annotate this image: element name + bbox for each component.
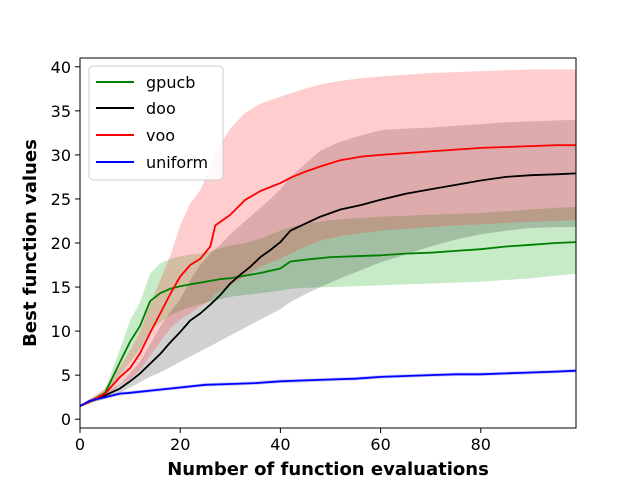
y-tick-label: 30 xyxy=(51,146,71,165)
x-tick-label: 60 xyxy=(370,435,390,454)
legend-label-voo: voo xyxy=(146,126,175,145)
y-axis-ticks: 0 5 10 15 20 25 30 35 40 xyxy=(51,58,80,429)
legend: gpucb doo voo uniform xyxy=(88,65,224,181)
line-uniform xyxy=(79,369,577,407)
line-doo xyxy=(79,172,577,407)
legend-label-uniform: uniform xyxy=(146,153,208,172)
y-tick-label: 40 xyxy=(51,58,71,77)
x-axis-ticks: 0 20 40 60 80 xyxy=(75,428,491,454)
x-tick-label: 0 xyxy=(75,435,85,454)
y-axis-label: Best function values xyxy=(20,139,41,347)
x-tick-label: 80 xyxy=(471,435,491,454)
legend-label-gpucb: gpucb xyxy=(146,73,195,92)
y-tick-label: 20 xyxy=(51,234,71,253)
series-lines xyxy=(79,144,577,407)
y-tick-label: 15 xyxy=(51,278,71,297)
legend-box xyxy=(88,65,224,181)
band-voo xyxy=(80,69,576,407)
y-tick-label: 35 xyxy=(51,102,71,121)
band-doo xyxy=(80,119,576,407)
x-axis-label: Number of function evaluations xyxy=(167,459,489,480)
x-tick-label: 40 xyxy=(270,435,290,454)
line-gpucb xyxy=(79,241,577,407)
band-gpucb xyxy=(80,206,576,407)
y-tick-label: 25 xyxy=(51,190,71,209)
x-tick-label: 20 xyxy=(170,435,190,454)
line-voo xyxy=(79,144,576,407)
legend-label-doo: doo xyxy=(146,99,176,118)
y-tick-label: 0 xyxy=(61,410,71,429)
y-tick-label: 5 xyxy=(61,366,71,385)
y-tick-label: 10 xyxy=(51,322,71,341)
